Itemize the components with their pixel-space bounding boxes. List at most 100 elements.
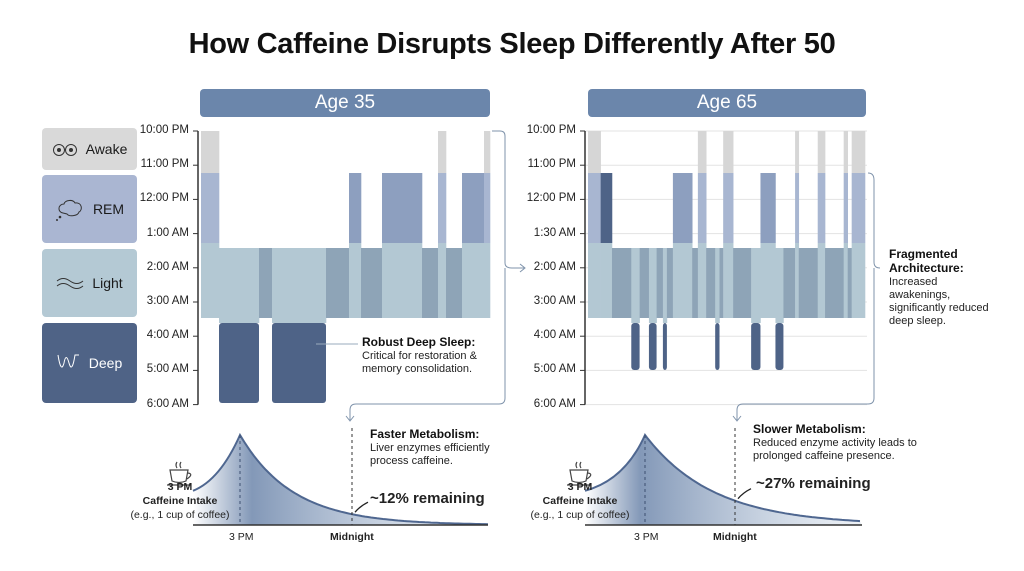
- segment-deep: [272, 323, 326, 403]
- y-axis-label: 5:00 AM: [533, 363, 576, 376]
- segment-deep: [715, 248, 720, 323]
- coffee-cup-icon: [567, 461, 592, 486]
- caffeine-curve: [192, 432, 489, 526]
- legend-rem: REM: [42, 175, 137, 243]
- segment-rem-dark: [600, 173, 613, 243]
- segment-light: [422, 248, 439, 318]
- segment-rem: [672, 243, 693, 318]
- intake-note: (e.g., 1 cup of coffee): [530, 509, 630, 521]
- deep-wave-icon: [57, 354, 79, 368]
- segment-rem: [349, 173, 362, 243]
- segment-awake: [697, 173, 707, 243]
- arrow-icon: [345, 415, 355, 422]
- callout-title: Fragmented Architecture:: [889, 247, 964, 275]
- legend-awake: Awake: [42, 128, 137, 170]
- segment-light: [719, 248, 724, 318]
- callout-title: Robust Deep Sleep:: [362, 335, 476, 349]
- segment-deep: [751, 323, 761, 370]
- segment-deep: [662, 248, 668, 323]
- arrow-icon: [519, 263, 526, 273]
- segment-awake: [795, 173, 800, 243]
- legend-label: Awake: [85, 141, 128, 157]
- callout-text: Critical for restoration & memory consol…: [362, 350, 477, 375]
- connector-line: [349, 268, 506, 420]
- legend-light: Light: [42, 249, 137, 317]
- y-axis-label: 10:00 PM: [139, 124, 189, 136]
- y-axis-label: 3:00 AM: [146, 295, 189, 307]
- segment-light: [259, 248, 273, 318]
- segment-awake: [851, 131, 866, 173]
- segment-awake: [201, 131, 220, 173]
- segment-awake: [723, 173, 734, 243]
- segment-rem: [382, 243, 423, 318]
- caffeine-curve: [584, 433, 861, 523]
- callout-fragmented: Fragmented Architecture: Increased awake…: [889, 248, 989, 328]
- y-axis-label: 10:00 PM: [526, 124, 576, 136]
- segment-awake: [843, 243, 848, 318]
- eyes-icon: [52, 144, 77, 156]
- segment-rem: [672, 173, 693, 243]
- intake-label: Caffeine Intake: [542, 495, 618, 507]
- y-axis-label: 6:00 AM: [533, 397, 576, 410]
- header-age-65: Age 65: [588, 89, 866, 117]
- legend-label: Light: [92, 275, 123, 291]
- segment-light: [692, 248, 699, 318]
- segment-rem: [462, 173, 485, 243]
- segment-light: [656, 248, 664, 318]
- segment-rem: [462, 243, 485, 318]
- segment-deep: [648, 323, 657, 370]
- segment-light: [361, 248, 383, 318]
- segment-light: [825, 248, 844, 318]
- segment-awake: [795, 243, 800, 318]
- segment-awake: [817, 131, 826, 173]
- segment-rem-dark: [600, 243, 613, 318]
- y-axis-label: 6:00 AM: [146, 397, 189, 410]
- callout-deep-sleep: Robust Deep Sleep: Critical for restorat…: [362, 336, 492, 376]
- segment-deep: [648, 248, 657, 323]
- segment-awake: [851, 243, 866, 318]
- remaining-label-65: ~27% remaining: [756, 475, 871, 492]
- intake-label: Caffeine Intake: [142, 495, 218, 507]
- x-tick-midnight: Midnight: [713, 531, 757, 543]
- wave-icon: [56, 278, 84, 289]
- y-axis-label: 11:00 PM: [140, 158, 189, 171]
- y-axis-label: 4:00 AM: [533, 329, 576, 342]
- caffeine-area: [585, 435, 862, 525]
- segment-deep: [272, 248, 327, 323]
- callout-text: Reduced enzyme activity leads to prolong…: [753, 437, 917, 462]
- segment-rem: [382, 173, 423, 243]
- x-tick-3pm: 3 PM: [634, 531, 659, 543]
- segment-awake: [851, 173, 866, 243]
- segment-rem: [760, 243, 776, 318]
- legend-label: REM: [92, 201, 125, 217]
- callout-slower-metabolism: Slower Metabolism: Reduced enzyme activi…: [753, 423, 923, 463]
- segment-light: [847, 248, 852, 318]
- y-axis-label: 3:00 AM: [533, 295, 576, 307]
- remaining-label-35: ~12% remaining: [370, 490, 485, 507]
- segment-rem: [349, 243, 362, 318]
- segment-awake: [588, 131, 601, 173]
- segment-light: [446, 248, 463, 318]
- callout-faster-metabolism: Faster Metabolism: Liver enzymes efficie…: [370, 428, 490, 468]
- y-axis-label: 12:00 PM: [139, 192, 189, 205]
- remaining-arrow-icon: [737, 488, 752, 500]
- y-axis-label: 4:00 AM: [146, 329, 189, 342]
- segment-deep: [219, 323, 259, 403]
- y-axis-label: 12:00 PM: [526, 192, 576, 205]
- segment-light: [666, 248, 674, 318]
- intake-note: (e.g., 1 cup of coffee): [130, 509, 230, 521]
- y-axis-label: 2:00 AM: [533, 260, 576, 273]
- segment-awake: [438, 131, 447, 173]
- segment-deep: [751, 248, 761, 323]
- remaining-arrow-icon: [354, 501, 369, 513]
- segment-awake: [817, 243, 826, 318]
- segment-deep: [662, 323, 667, 370]
- segment-light: [798, 248, 819, 318]
- segment-awake: [795, 131, 800, 173]
- segment-awake: [843, 173, 848, 243]
- segment-awake: [843, 131, 848, 173]
- connector-bracket: [492, 130, 524, 269]
- segment-light: [326, 248, 350, 318]
- segment-awake: [723, 243, 734, 318]
- segment-deep: [775, 323, 784, 370]
